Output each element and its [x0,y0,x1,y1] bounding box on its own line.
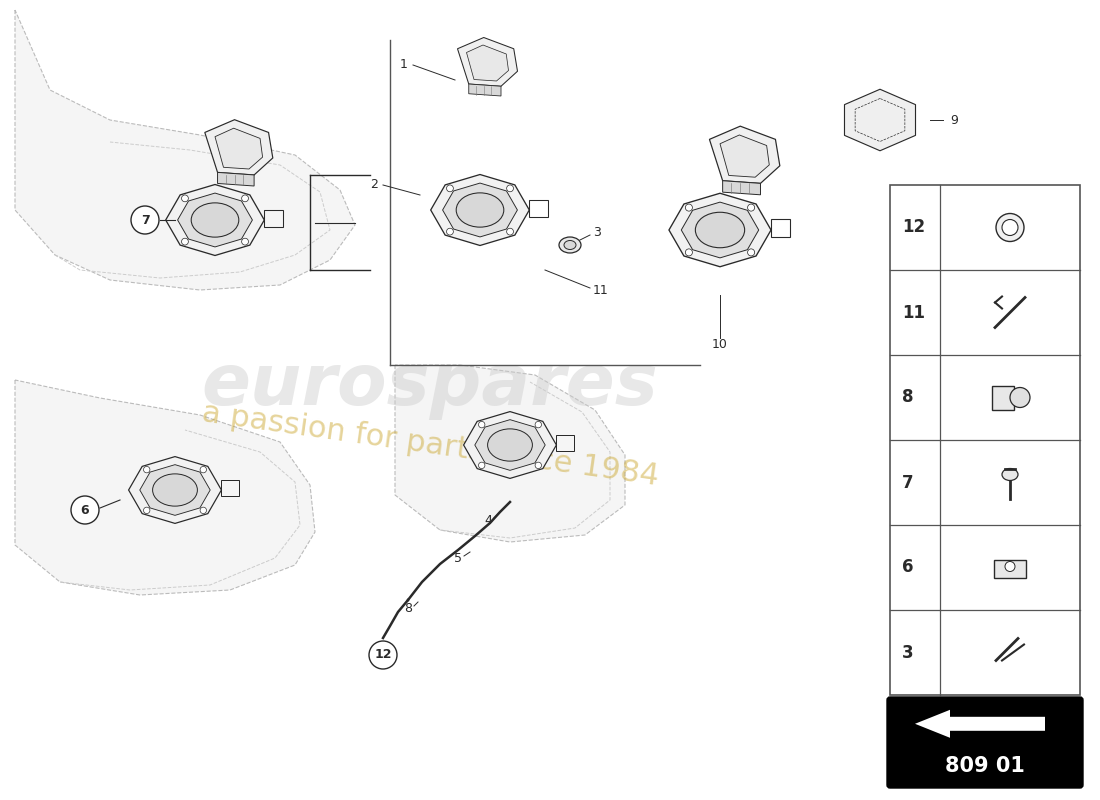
Circle shape [748,249,755,256]
Circle shape [685,204,692,211]
Circle shape [368,641,397,669]
Circle shape [200,466,207,473]
Bar [994,559,1026,578]
Circle shape [748,204,755,211]
Polygon shape [431,174,529,246]
Polygon shape [681,202,759,258]
Polygon shape [129,457,221,523]
Ellipse shape [191,203,239,237]
Circle shape [1002,219,1018,235]
Polygon shape [442,183,517,237]
Text: 11: 11 [902,303,925,322]
Ellipse shape [559,237,581,253]
Polygon shape [466,45,508,81]
Text: 3: 3 [593,226,601,238]
Bar [992,386,1014,410]
Circle shape [143,466,150,473]
Circle shape [478,462,485,469]
Circle shape [535,462,541,469]
Polygon shape [710,126,780,183]
Circle shape [131,206,160,234]
Ellipse shape [456,193,504,227]
Circle shape [1010,387,1030,407]
Text: 7: 7 [141,214,150,226]
Polygon shape [669,194,771,266]
Circle shape [535,422,541,428]
Polygon shape [469,84,500,96]
Circle shape [478,422,485,428]
Circle shape [1005,562,1015,571]
Polygon shape [475,420,546,470]
Polygon shape [458,38,517,86]
Text: 12: 12 [902,218,925,237]
Ellipse shape [487,429,532,461]
Ellipse shape [153,474,197,506]
Text: 5: 5 [454,551,462,565]
Bar [890,185,1080,695]
Polygon shape [218,173,254,186]
Polygon shape [140,465,210,515]
Polygon shape [166,185,264,255]
Circle shape [242,238,249,245]
Polygon shape [915,710,1045,738]
Circle shape [507,228,514,235]
Text: 4: 4 [484,514,492,526]
Polygon shape [845,90,915,150]
Text: 8: 8 [902,389,913,406]
Polygon shape [723,181,760,194]
Circle shape [507,185,514,192]
Text: 6: 6 [80,503,89,517]
Ellipse shape [564,241,576,250]
Polygon shape [15,380,315,595]
Polygon shape [720,135,769,178]
Text: 6: 6 [902,558,913,577]
Polygon shape [177,193,252,247]
Text: 2: 2 [370,178,378,191]
Circle shape [200,507,207,514]
Text: a passion for parts since 1984: a passion for parts since 1984 [200,398,660,491]
Polygon shape [15,10,355,290]
Circle shape [143,507,150,514]
Polygon shape [214,128,263,169]
Text: eurospares: eurospares [201,350,659,419]
Text: 8: 8 [404,602,412,614]
Ellipse shape [1002,469,1018,481]
Circle shape [447,185,453,192]
Text: 3: 3 [902,643,914,662]
Polygon shape [463,411,557,478]
Circle shape [72,496,99,524]
Polygon shape [205,120,273,175]
Text: 11: 11 [593,283,608,297]
Text: 1: 1 [400,58,408,71]
Text: 12: 12 [374,649,392,662]
Circle shape [242,195,249,202]
Circle shape [685,249,692,256]
Circle shape [447,228,453,235]
Circle shape [182,195,188,202]
Circle shape [182,238,188,245]
Text: 10: 10 [712,338,728,351]
Text: 809 01: 809 01 [945,756,1025,776]
Ellipse shape [695,212,745,248]
Text: 7: 7 [902,474,914,491]
Circle shape [996,214,1024,242]
Text: 9: 9 [950,114,958,126]
Polygon shape [395,365,625,542]
FancyBboxPatch shape [887,697,1084,788]
